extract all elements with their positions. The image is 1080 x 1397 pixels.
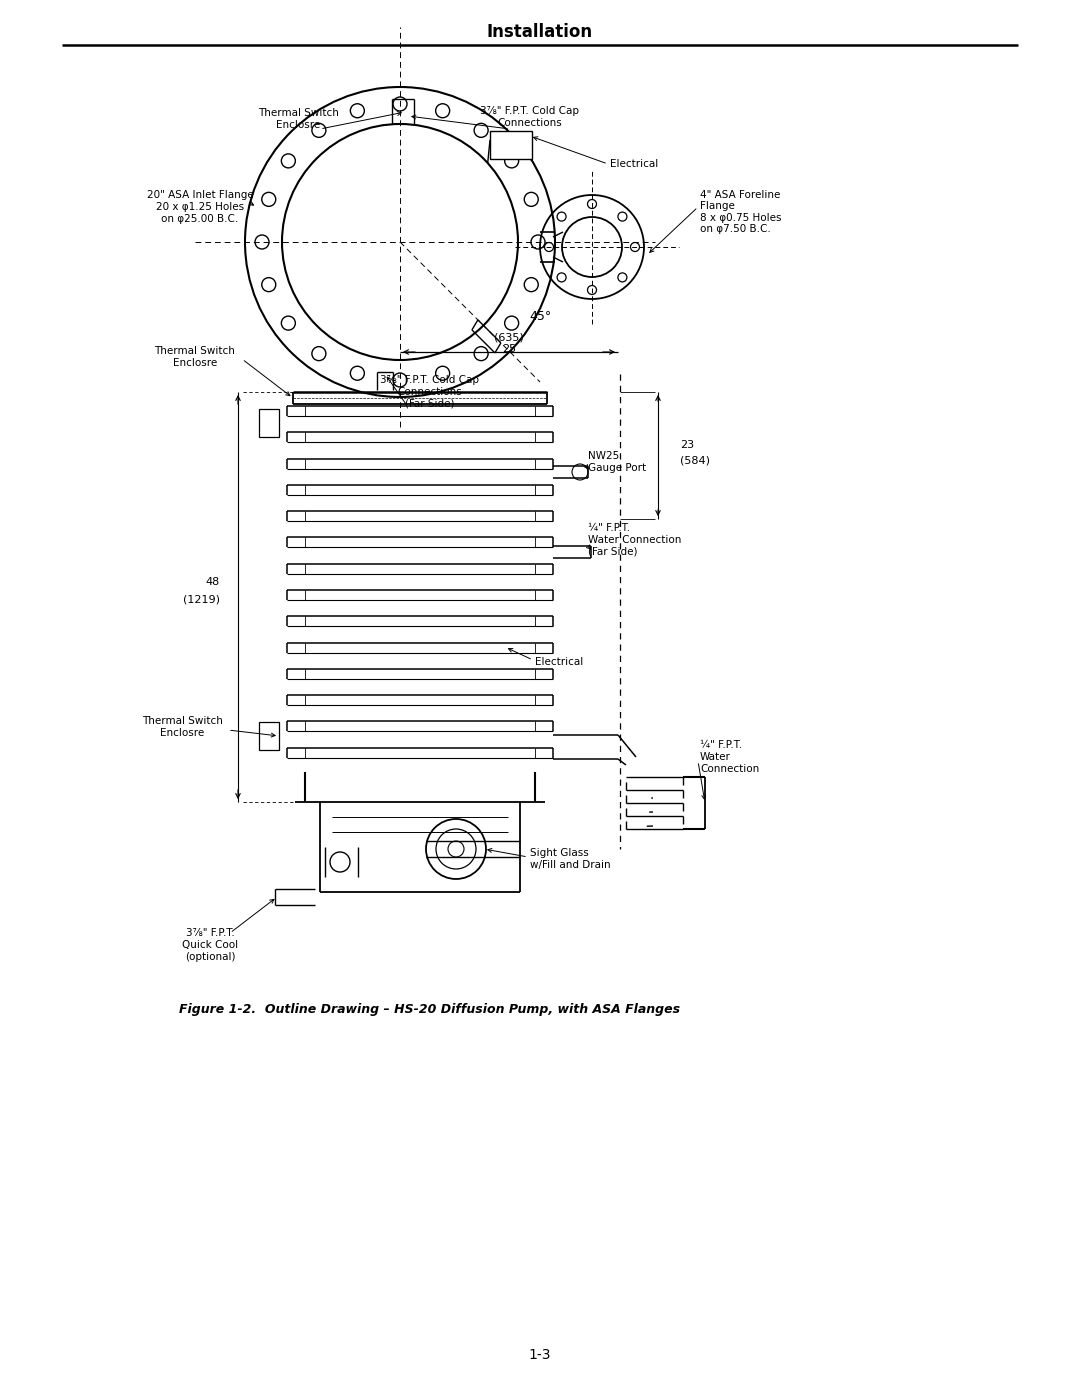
Text: 1-3: 1-3	[529, 1348, 551, 1362]
Text: 45°: 45°	[529, 310, 551, 324]
Text: 3⅞" F.P.T. Cold Cap
Connections: 3⅞" F.P.T. Cold Cap Connections	[481, 106, 580, 127]
Text: 3⅞" F.P.T. Cold Cap
Connections
(Far Side): 3⅞" F.P.T. Cold Cap Connections (Far Sid…	[380, 376, 480, 408]
Text: ¼" F.P.T.
Water
Connection: ¼" F.P.T. Water Connection	[700, 740, 759, 774]
Text: Thermal Switch
Enclosre: Thermal Switch Enclosre	[141, 717, 222, 738]
Circle shape	[266, 733, 272, 739]
Circle shape	[448, 841, 464, 856]
Text: (584): (584)	[680, 455, 710, 465]
Text: Thermal Switch
Enclosre: Thermal Switch Enclosre	[154, 346, 235, 367]
Text: NW25
Gauge Port: NW25 Gauge Port	[588, 451, 646, 472]
Text: 20" ASA Inlet Flange
20 x φ1.25 Holes
on φ25.00 B.C.: 20" ASA Inlet Flange 20 x φ1.25 Holes on…	[147, 190, 254, 224]
Text: Electrical: Electrical	[610, 159, 658, 169]
Bar	[259, 409, 279, 437]
Text: 25: 25	[502, 344, 516, 353]
Text: 48: 48	[206, 577, 220, 587]
Text: 23: 23	[680, 440, 694, 450]
Text: Thermal Switch
Enclosre: Thermal Switch Enclosre	[257, 108, 338, 130]
Bar	[259, 722, 279, 750]
Text: Sight Glass
w/Fill and Drain: Sight Glass w/Fill and Drain	[530, 848, 610, 870]
Text: (1219): (1219)	[183, 594, 220, 604]
Circle shape	[266, 420, 272, 426]
Text: 4" ASA Foreline
Flange
8 x φ0.75 Holes
on φ7.50 B.C.: 4" ASA Foreline Flange 8 x φ0.75 Holes o…	[700, 190, 782, 235]
Text: Installation: Installation	[487, 22, 593, 41]
Text: 3⅞" F.P.T.
Quick Cool
(optional): 3⅞" F.P.T. Quick Cool (optional)	[181, 929, 238, 961]
Bar	[490, 131, 532, 159]
Text: Electrical: Electrical	[535, 657, 583, 666]
Text: ¼" F.P.T.
Water Connection
(Far Side): ¼" F.P.T. Water Connection (Far Side)	[588, 524, 681, 556]
Text: (635): (635)	[495, 332, 524, 342]
Text: Figure 1-2.  Outline Drawing – HS-20 Diffusion Pump, with ASA Flanges: Figure 1-2. Outline Drawing – HS-20 Diff…	[179, 1003, 680, 1016]
